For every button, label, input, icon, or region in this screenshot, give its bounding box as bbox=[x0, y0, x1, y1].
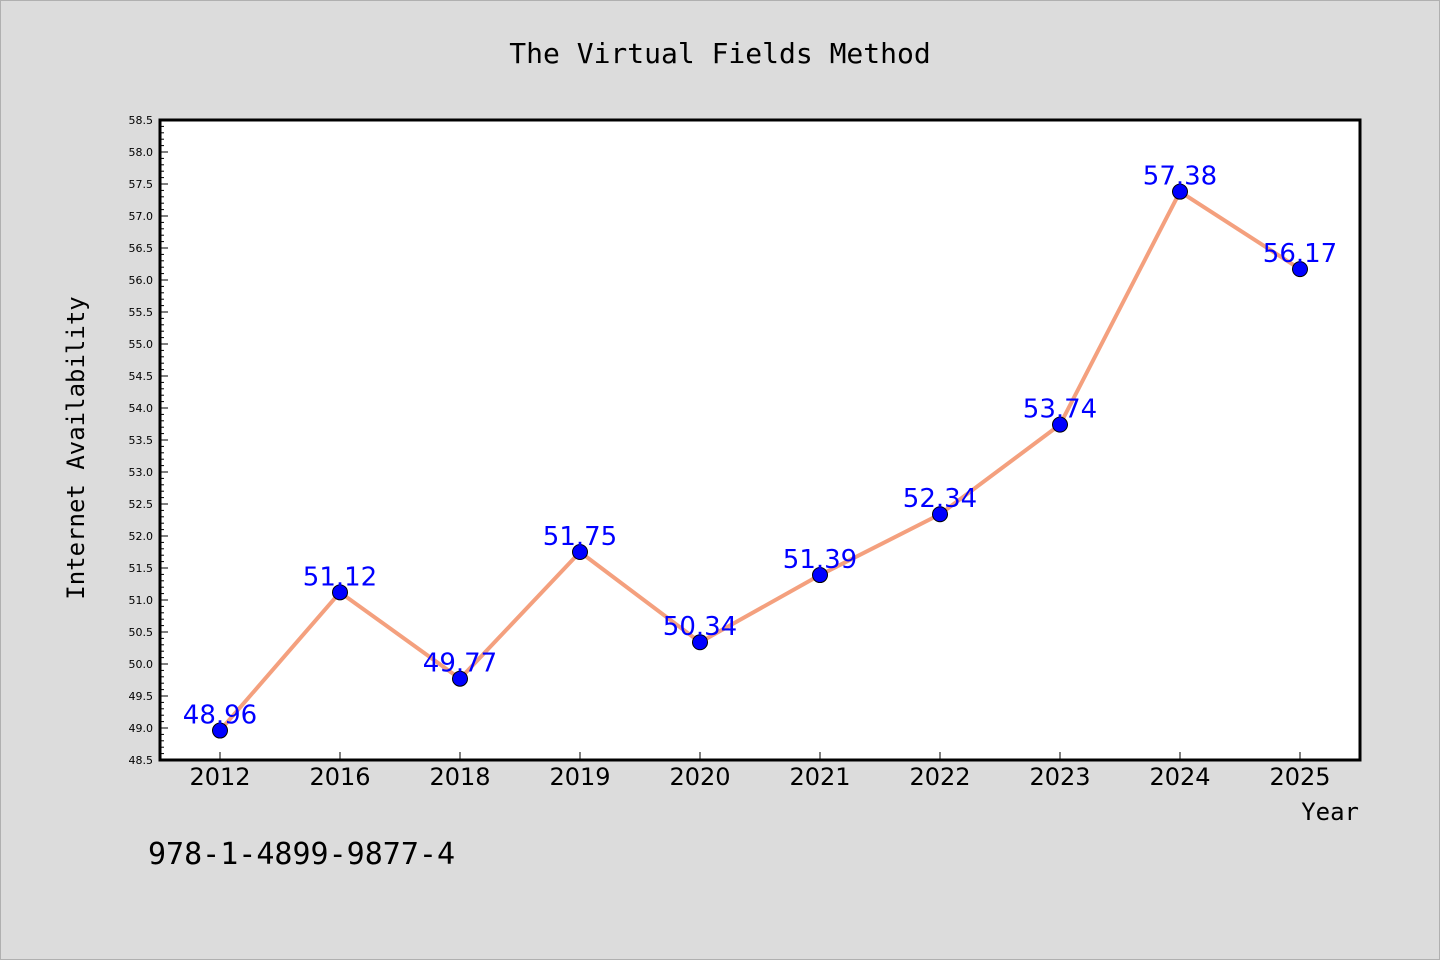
y-tick-label: 57.5 bbox=[129, 178, 154, 191]
y-tick-label: 53.0 bbox=[129, 466, 154, 479]
data-label: 57.38 bbox=[1143, 162, 1217, 192]
y-tick-label: 54.0 bbox=[129, 402, 154, 415]
y-tick-label: 49.0 bbox=[129, 722, 154, 735]
data-label: 49.77 bbox=[423, 649, 497, 679]
y-tick-label: 50.5 bbox=[129, 626, 154, 639]
series-markers bbox=[212, 183, 1308, 739]
data-label: 52.34 bbox=[903, 484, 977, 514]
data-label: 53.74 bbox=[1023, 395, 1097, 425]
y-tick-label: 50.0 bbox=[129, 658, 154, 671]
data-point bbox=[812, 567, 828, 584]
data-point bbox=[1052, 416, 1068, 433]
plot-area bbox=[158, 118, 1362, 762]
series-polyline bbox=[218, 189, 1302, 733]
x-tick-label: 2012 bbox=[189, 763, 250, 791]
y-tick-label: 58.0 bbox=[129, 146, 154, 159]
y-tick-label: 48.5 bbox=[129, 754, 154, 767]
y-tick-label: 51.5 bbox=[129, 562, 154, 575]
data-label: 56.17 bbox=[1263, 239, 1337, 269]
x-tick-label: 2024 bbox=[1149, 763, 1210, 791]
y-tick-label: 53.5 bbox=[129, 434, 154, 447]
y-axis: 48.5 49.0 49.5 50.0 50.5 51.0 51.5 52.0 52.5 53.0… bbox=[129, 114, 168, 767]
y-tick-label: 56.0 bbox=[129, 274, 154, 287]
data-point bbox=[452, 670, 468, 687]
data-point bbox=[1292, 261, 1308, 278]
x-tick-label: 2021 bbox=[789, 763, 850, 791]
x-tick-label: 2022 bbox=[909, 763, 970, 791]
x-tick-label: 2019 bbox=[549, 763, 610, 791]
y-tick-label: 51.0 bbox=[129, 594, 154, 607]
x-axis: 2012 2016 2018 2019 2020 2021 2022 2023 2024 2025 bbox=[189, 752, 1331, 791]
isbn-label: 978-1-4899-9877-4 bbox=[148, 837, 455, 872]
data-label: 51.75 bbox=[543, 522, 617, 552]
series-line bbox=[218, 189, 1302, 733]
y-tick-label: 55.0 bbox=[129, 338, 154, 351]
y-tick-label: 54.5 bbox=[129, 370, 154, 383]
y-axis-title: Internet Availability bbox=[62, 296, 90, 599]
x-tick-label: 2023 bbox=[1029, 763, 1090, 791]
data-point bbox=[1172, 183, 1188, 200]
x-tick-label: 2025 bbox=[1269, 763, 1330, 791]
x-tick-label: 2016 bbox=[309, 763, 370, 791]
data-point bbox=[692, 634, 708, 651]
data-label: 48.96 bbox=[183, 701, 257, 731]
y-tick-label: 55.5 bbox=[129, 306, 154, 319]
x-tick-label: 2020 bbox=[669, 763, 730, 791]
chart-title: The Virtual Fields Method bbox=[509, 37, 930, 70]
y-tick-label: 56.5 bbox=[129, 242, 154, 255]
data-labels: 48.96 51.12 49.77 51.75 50.34 51.39 52.34 53.74… bbox=[183, 162, 1337, 731]
data-label: 51.12 bbox=[303, 562, 377, 592]
y-tick-label: 58.5 bbox=[129, 114, 154, 127]
y-tick-label: 49.5 bbox=[129, 690, 154, 703]
data-point bbox=[212, 722, 228, 739]
data-label: 50.34 bbox=[663, 612, 737, 642]
x-tick-label: 2018 bbox=[429, 763, 490, 791]
data-point bbox=[932, 506, 948, 523]
y-tick-label: 57.0 bbox=[129, 210, 154, 223]
data-label: 51.39 bbox=[783, 545, 857, 575]
x-axis-title: Year bbox=[1301, 798, 1359, 826]
data-point bbox=[332, 584, 348, 601]
data-point bbox=[572, 544, 588, 560]
y-tick-label: 52.0 bbox=[129, 530, 154, 543]
y-tick-label: 52.5 bbox=[129, 498, 154, 511]
